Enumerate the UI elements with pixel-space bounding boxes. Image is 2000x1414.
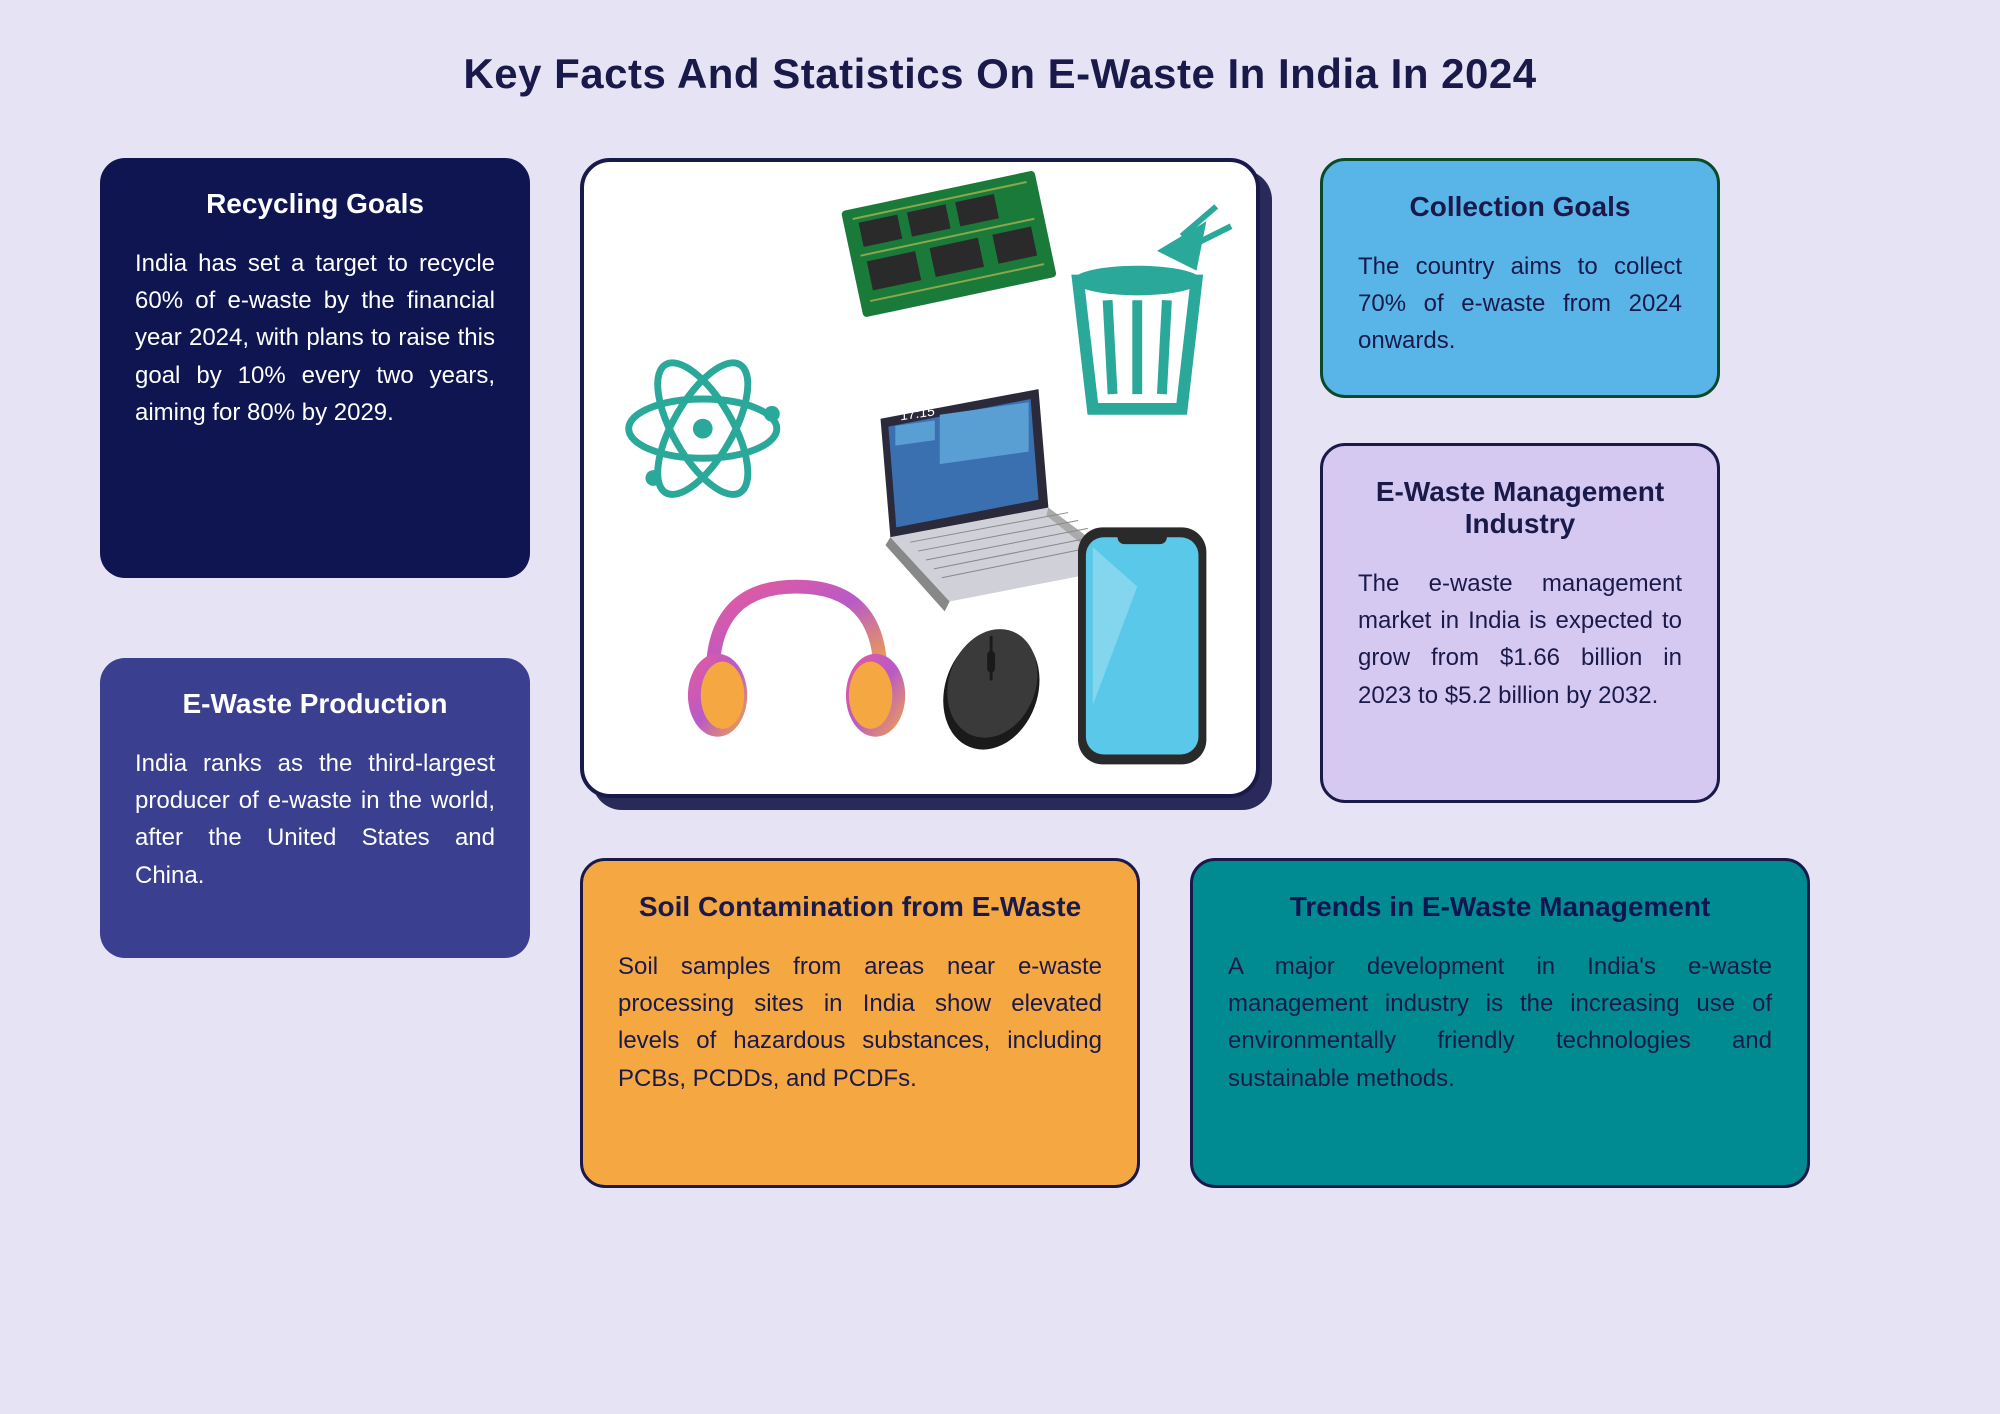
card-body: A major development in India's e-waste m… (1228, 948, 1772, 1097)
card-body: The country aims to collect 70% of e-was… (1358, 248, 1682, 360)
card-title: Collection Goals (1358, 191, 1682, 223)
ewaste-devices-illustration: 17:15 (584, 162, 1256, 794)
card-body: India has set a target to recycle 60% of… (135, 245, 495, 431)
card-title: Soil Contamination from E-Waste (618, 891, 1102, 923)
atom-icon (629, 350, 780, 508)
card-title: Trends in E-Waste Management (1228, 891, 1772, 923)
infographic-container: Recycling Goals India has set a target t… (100, 158, 1900, 1358)
trash-bin-icon (1073, 206, 1231, 408)
card-title: E-Waste Management Industry (1358, 476, 1682, 540)
card-body: Soil samples from areas near e-waste pro… (618, 948, 1102, 1097)
card-body: India ranks as the third-largest produce… (135, 745, 495, 894)
card-management-industry: E-Waste Management Industry The e-waste … (1320, 443, 1720, 803)
page-title: Key Facts And Statistics On E-Waste In I… (100, 50, 1900, 98)
card-ewaste-production: E-Waste Production India ranks as the th… (100, 658, 530, 958)
card-collection-goals: Collection Goals The country aims to col… (1320, 158, 1720, 398)
card-recycling-goals: Recycling Goals India has set a target t… (100, 158, 530, 578)
card-title: Recycling Goals (135, 188, 495, 220)
headphones-icon (688, 587, 905, 737)
card-soil-contamination: Soil Contamination from E-Waste Soil sam… (580, 858, 1140, 1188)
mouse-icon (936, 629, 1047, 749)
card-title: E-Waste Production (135, 688, 495, 720)
card-trends: Trends in E-Waste Management A major dev… (1190, 858, 1810, 1188)
smartphone-icon (1078, 527, 1206, 764)
card-body: The e-waste management market in India i… (1358, 565, 1682, 714)
circuit-board-icon (841, 170, 1057, 317)
center-illustration: 17:15 (580, 158, 1260, 798)
